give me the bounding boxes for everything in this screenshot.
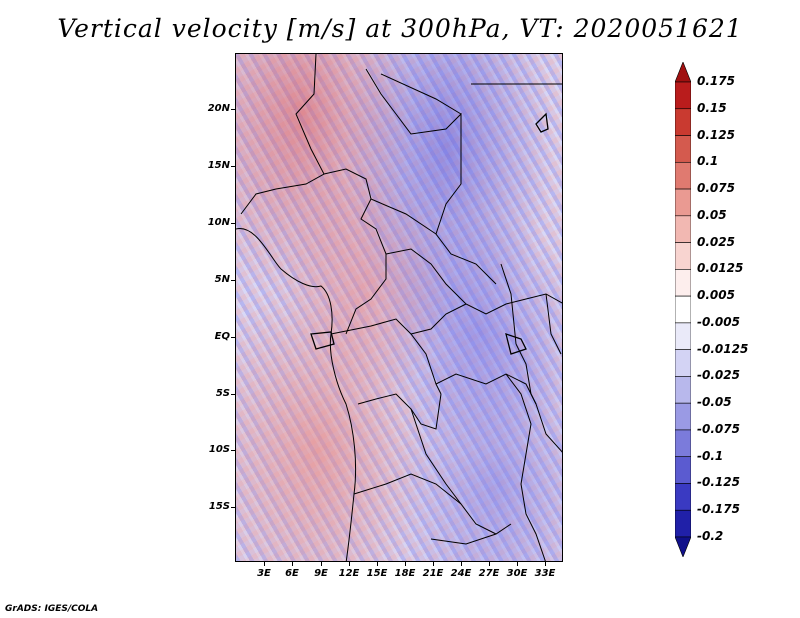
lat-label-10n: 10N xyxy=(207,217,230,228)
colorbar-segment xyxy=(675,483,691,511)
lat-label-20n: 20N xyxy=(207,103,230,114)
colorbar-segment xyxy=(675,376,691,404)
lon-label-27e: 27E xyxy=(478,568,500,579)
colorbar xyxy=(675,62,691,557)
lon-label-33e: 33E xyxy=(534,568,556,579)
footer-credit: GrADS: IGES/COLA xyxy=(5,604,99,614)
lat-tick xyxy=(231,223,235,224)
colorbar-label: 0.1 xyxy=(697,154,719,169)
lat-tick xyxy=(231,166,235,167)
chart-title: Vertical velocity [m/s] at 300hPa, VT: 2… xyxy=(57,14,743,43)
lat-tick xyxy=(231,394,235,395)
colorbar-segment xyxy=(675,108,691,136)
lat-label-5n: 5N xyxy=(214,274,230,285)
colorbar-label: 0.025 xyxy=(697,234,735,249)
colorbar-label: 0.125 xyxy=(697,127,735,142)
colorbar-segment xyxy=(675,456,691,484)
lon-tick xyxy=(433,562,434,566)
colorbar-segment xyxy=(675,349,691,377)
colorbar-bottom-arrow xyxy=(675,536,691,557)
lon-tick xyxy=(321,562,322,566)
colorbar-segment xyxy=(675,322,691,350)
lon-tick xyxy=(489,562,490,566)
lat-tick xyxy=(231,337,235,338)
lon-tick xyxy=(405,562,406,566)
colorbar-label: -0.025 xyxy=(697,368,740,383)
colorbar-segment xyxy=(675,188,691,217)
lat-label-10s: 10S xyxy=(208,444,230,455)
colorbar-segment xyxy=(675,269,691,297)
lat-label-eq: EQ xyxy=(214,331,230,342)
colorbar-label: -0.125 xyxy=(697,475,740,490)
lon-tick xyxy=(349,562,350,566)
colorbar-segment xyxy=(675,295,691,324)
lon-label-30e: 30E xyxy=(506,568,528,579)
lon-label-18e: 18E xyxy=(394,568,416,579)
lat-tick xyxy=(231,450,235,451)
colorbar-label: 0.15 xyxy=(697,100,727,115)
colorbar-label: 0.005 xyxy=(697,288,735,303)
colorbar-label: 0.0125 xyxy=(697,261,744,276)
colorbar-segment xyxy=(675,161,691,190)
colorbar-label: -0.05 xyxy=(697,395,732,410)
lon-label-3e: 3E xyxy=(257,568,271,579)
colorbar-label: 0.175 xyxy=(697,74,735,88)
colorbar-segment xyxy=(675,429,691,458)
lon-label-21e: 21E xyxy=(422,568,444,579)
lon-label-24e: 24E xyxy=(450,568,472,579)
lon-tick xyxy=(461,562,462,566)
lon-tick xyxy=(545,562,546,566)
lon-label-15e: 15E xyxy=(366,568,388,579)
lon-tick xyxy=(292,562,293,566)
lat-label-15n: 15N xyxy=(207,160,230,171)
lon-label-6e: 6E xyxy=(285,568,299,579)
lon-label-9e: 9E xyxy=(314,568,328,579)
colorbar-segment xyxy=(675,215,691,243)
colorbar-segment xyxy=(675,135,691,163)
lon-tick xyxy=(517,562,518,566)
map-plot-area xyxy=(235,53,563,562)
colorbar-label: 0.075 xyxy=(697,181,735,196)
colorbar-segment xyxy=(675,509,691,538)
colorbar-segment xyxy=(675,402,691,431)
colorbar-segment xyxy=(675,81,691,110)
lat-label-15s: 15S xyxy=(208,501,230,512)
colorbar-label: -0.1 xyxy=(697,448,724,463)
lon-label-12e: 12E xyxy=(338,568,360,579)
lon-tick xyxy=(264,562,265,566)
colorbar-label: -0.075 xyxy=(697,421,740,436)
colorbar-label: -0.175 xyxy=(697,502,740,517)
lat-label-5s: 5S xyxy=(215,388,230,399)
lon-tick xyxy=(377,562,378,566)
colorbar-label: -0.0125 xyxy=(697,341,749,356)
colorbar-segment xyxy=(675,242,691,270)
lat-tick xyxy=(231,109,235,110)
colorbar-top-arrow xyxy=(675,62,691,83)
country-borders xyxy=(236,54,562,561)
colorbar-label: -0.2 xyxy=(697,529,724,543)
lat-tick xyxy=(231,280,235,281)
lat-tick xyxy=(231,507,235,508)
colorbar-label: -0.005 xyxy=(697,314,740,329)
colorbar-label: 0.05 xyxy=(697,207,727,222)
